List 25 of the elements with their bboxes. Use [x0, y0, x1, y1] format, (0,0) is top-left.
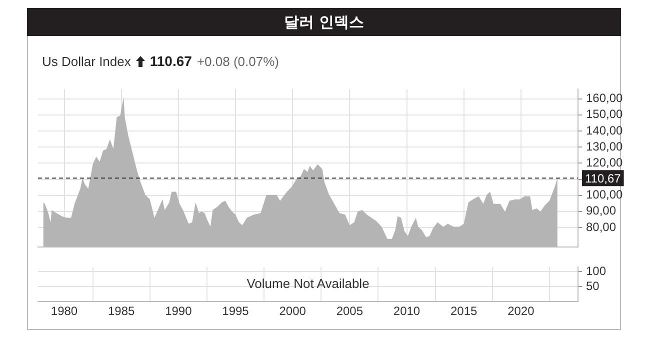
annotation: Volume Not Available [246, 276, 370, 291]
y-tick-label: 150,00 [586, 107, 624, 122]
y-tick-label: 90,00 [586, 204, 616, 218]
y-tick-label: 100 [586, 264, 606, 278]
chart-subtitle: Us Dollar Index [42, 54, 131, 68]
ref-line-label: 110,67 [585, 171, 622, 186]
y-tick-label: 80,00 [586, 220, 616, 234]
chart-title: 달러 인덱스 [27, 8, 621, 36]
x-tick-label: 1985 [108, 304, 136, 318]
x-tick-label: 2015 [450, 304, 478, 318]
y-tick-label: 50 [586, 278, 600, 293]
x-tick-label: 2000 [279, 304, 306, 318]
text: 110.67 [150, 53, 192, 69]
x-tick-label: 2010 [393, 304, 420, 318]
text: +0.08 (0.07%) [196, 54, 279, 68]
x-tick-label: 2005 [336, 304, 364, 318]
y-tick-label: 160,00 [586, 91, 624, 106]
y-tick-label: 140,00 [586, 123, 624, 138]
x-tick-label: 2020 [508, 304, 535, 318]
x-tick-label: 1995 [222, 304, 250, 318]
y-tick-label: 130,00 [586, 139, 624, 154]
y-tick-label: 100,00 [586, 188, 624, 202]
y-tick-label: 120,00 [586, 155, 624, 170]
x-tick-label: 1990 [165, 304, 192, 318]
x-tick-label: 1980 [50, 304, 78, 318]
